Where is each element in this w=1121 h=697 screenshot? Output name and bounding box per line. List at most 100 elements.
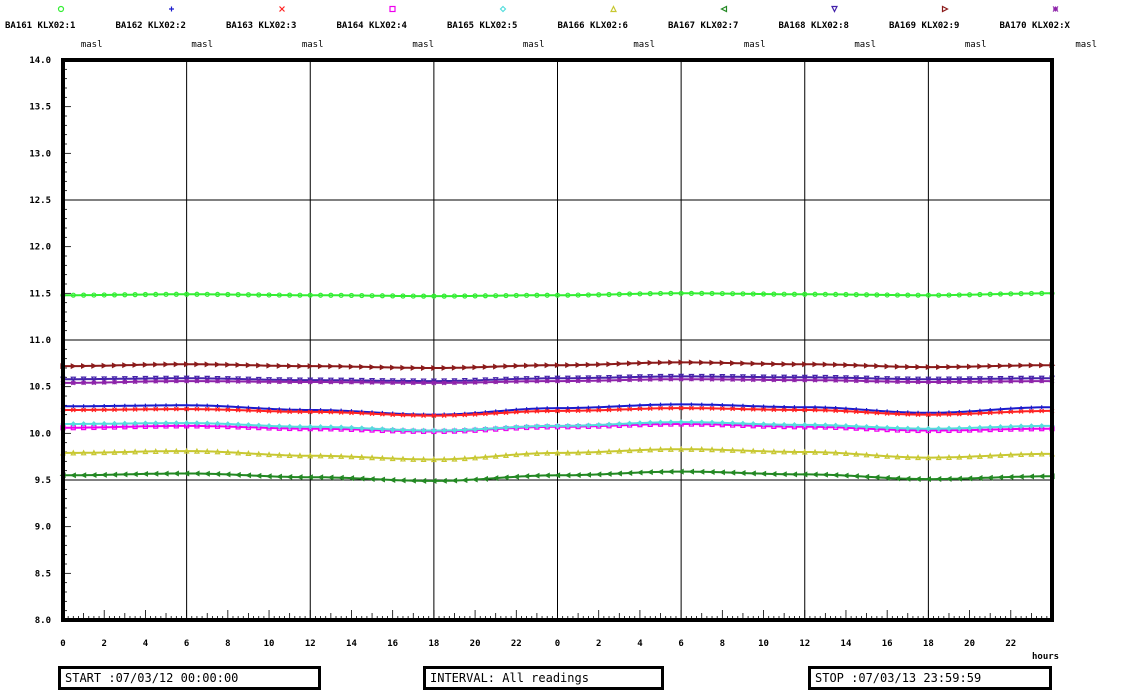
series-marker <box>255 472 262 479</box>
y-axis: 14.0 13.5 13.0 12.5 12.0 11.5 11.0 10.5 10.0 9.5 9… <box>29 56 51 626</box>
series-marker <box>164 403 169 408</box>
series-marker <box>131 471 138 478</box>
series-marker <box>1008 291 1014 297</box>
series-marker <box>122 362 129 369</box>
series-marker <box>894 376 901 383</box>
series-marker <box>348 377 355 384</box>
series-marker <box>833 406 838 411</box>
series-marker <box>843 361 850 368</box>
series-marker <box>225 407 231 413</box>
series-marker <box>183 447 190 454</box>
series-marker <box>936 412 942 418</box>
series-marker <box>719 446 726 453</box>
series-marker <box>317 424 324 430</box>
series-marker <box>132 376 139 382</box>
series-marker <box>431 293 437 299</box>
series-marker <box>812 291 818 297</box>
series-marker <box>709 419 715 426</box>
series-marker <box>832 375 839 381</box>
series-marker <box>379 476 385 483</box>
series-line <box>63 448 1052 461</box>
series-marker <box>740 406 746 412</box>
series-marker <box>915 364 922 370</box>
series-marker <box>307 409 313 415</box>
legend-label: BA170 KLX02:X <box>1000 21 1071 31</box>
y-tick-label: 8.0 <box>35 616 51 626</box>
series-marker <box>236 405 241 410</box>
series-marker <box>585 375 592 382</box>
series-marker <box>976 376 983 383</box>
series-marker <box>770 471 777 477</box>
series-marker <box>1038 450 1045 457</box>
series-marker <box>173 291 179 297</box>
x-axis: 0 2 4 6 8 10 12 14 16 18 20 22 0 2 4 6 8 10 12 14 16 18 20 22 <box>60 639 1016 649</box>
series-marker <box>1018 375 1025 382</box>
series-marker <box>555 406 560 411</box>
series-marker <box>606 374 612 381</box>
legend-unit: masl <box>412 40 434 50</box>
series-marker <box>379 293 385 299</box>
x-tick-label: 10 <box>264 639 275 649</box>
triangle-left-icon <box>720 5 728 13</box>
series-marker <box>915 425 921 432</box>
series-marker <box>833 377 839 383</box>
series-marker <box>781 374 788 381</box>
series-marker <box>564 422 571 429</box>
series-marker <box>400 364 407 371</box>
series-marker <box>554 362 561 369</box>
x-tick-label: 6 <box>678 639 683 649</box>
series-marker <box>369 378 376 384</box>
series-marker <box>627 360 633 367</box>
series-marker <box>101 292 107 298</box>
plus-icon <box>169 6 174 12</box>
series-marker <box>864 378 869 384</box>
series-marker <box>91 404 96 409</box>
series-marker <box>637 377 643 383</box>
series-marker <box>1039 362 1046 369</box>
series-marker <box>338 452 345 459</box>
series-marker <box>575 362 582 368</box>
series-marker <box>977 291 983 298</box>
series-marker <box>276 409 282 414</box>
series-marker <box>400 427 406 433</box>
series-marker <box>513 379 519 384</box>
series-marker <box>451 455 458 462</box>
series-marker <box>873 375 880 382</box>
series-marker <box>668 376 674 382</box>
series-marker <box>431 427 437 434</box>
series-marker <box>1008 378 1014 384</box>
legend-label: BA167 KLX02:7 <box>668 21 738 31</box>
series-marker <box>183 375 190 382</box>
series-marker <box>915 379 921 385</box>
series-marker <box>565 362 572 369</box>
series-marker <box>163 420 169 426</box>
series-marker <box>90 449 97 456</box>
series-marker <box>307 363 314 370</box>
series-marker <box>287 363 293 369</box>
series-line <box>63 292 1052 298</box>
series-marker <box>194 378 200 384</box>
series-marker <box>565 378 571 384</box>
series-marker <box>956 379 962 385</box>
series-marker <box>770 374 777 381</box>
series-marker <box>719 359 726 366</box>
y-tick-label: 12.0 <box>29 243 51 253</box>
series-marker <box>853 423 860 430</box>
series-marker <box>699 290 705 296</box>
series-marker <box>884 292 890 298</box>
series-marker <box>81 407 87 413</box>
start-time-box: START :07/03/12 00:00:00 <box>58 666 321 690</box>
series-marker <box>853 292 859 298</box>
series-line <box>63 375 1052 383</box>
series-marker <box>91 421 97 427</box>
series-marker <box>915 376 922 383</box>
series-marker <box>966 475 973 482</box>
series-marker <box>246 405 251 410</box>
series-marker <box>132 292 138 298</box>
series-marker <box>637 291 643 297</box>
plot-frame <box>61 58 1054 622</box>
series-marker <box>977 363 984 370</box>
series-marker <box>699 405 705 411</box>
series-marker <box>368 476 375 483</box>
series-marker <box>729 469 736 476</box>
